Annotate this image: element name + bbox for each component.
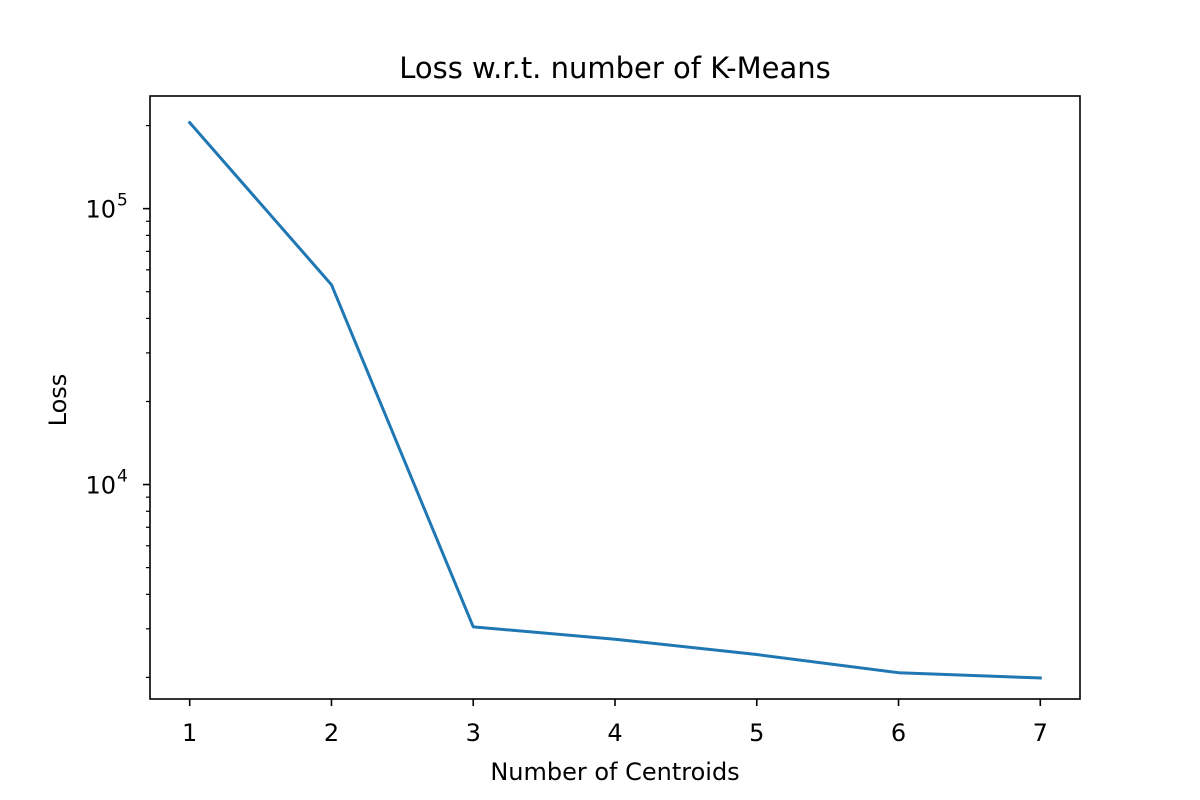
y-tick-exponent: 5: [117, 191, 128, 211]
x-axis-ticks: 1 2 3 4 5 6 7: [182, 699, 1048, 747]
data-point: [330, 284, 332, 286]
x-tick-label: 7: [1033, 719, 1048, 747]
x-tick-label: 4: [607, 719, 622, 747]
y-tick-label: 10: [85, 196, 116, 224]
x-axis-label: Number of Centroids: [490, 758, 739, 786]
plot-frame: [149, 95, 1081, 700]
chart-title: Loss w.r.t. number of K-Means: [399, 51, 831, 85]
data-point: [472, 626, 474, 628]
y-tick-label: 10: [85, 472, 116, 500]
data-point: [1039, 677, 1041, 679]
data-point: [756, 654, 758, 656]
x-tick-label: 5: [749, 719, 764, 747]
x-tick-label: 6: [891, 719, 906, 747]
x-tick-label: 3: [466, 719, 481, 747]
x-tick-label: 2: [324, 719, 339, 747]
y-tick-exponent: 4: [117, 467, 128, 487]
data-point: [898, 672, 900, 674]
plot-area: [187, 120, 1042, 680]
y-axis-label: Loss: [44, 374, 72, 427]
x-tick-label: 1: [182, 719, 197, 747]
data-point: [614, 638, 616, 640]
data-point: [189, 122, 191, 124]
